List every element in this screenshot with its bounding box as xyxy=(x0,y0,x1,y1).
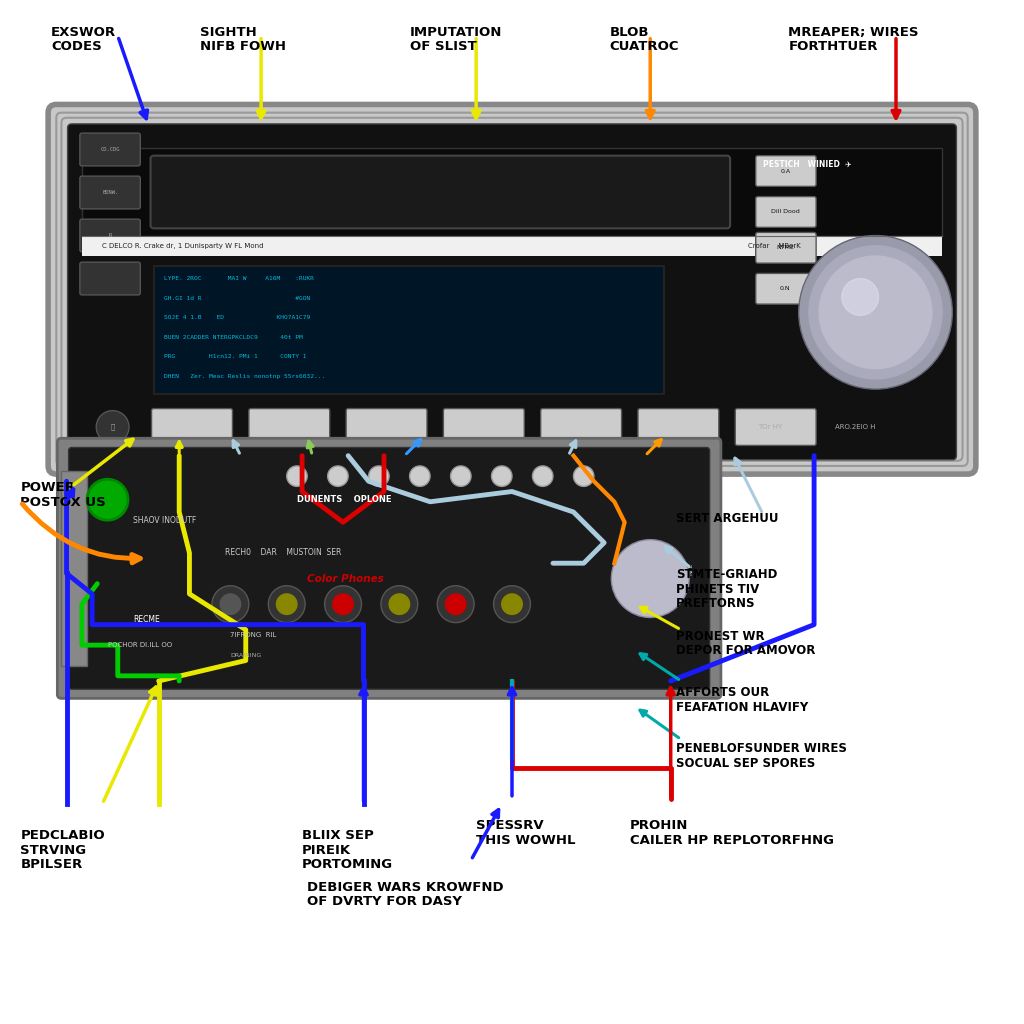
Circle shape xyxy=(573,466,594,486)
Circle shape xyxy=(502,594,522,614)
FancyBboxPatch shape xyxy=(48,104,976,474)
Text: SERT ARGEHUU: SERT ARGEHUU xyxy=(676,512,778,525)
Text: 7IFRONG  RIL: 7IFRONG RIL xyxy=(230,632,276,638)
Circle shape xyxy=(451,466,471,486)
Circle shape xyxy=(212,586,249,623)
Text: SPESSRV
THIS WOWHL: SPESSRV THIS WOWHL xyxy=(476,819,575,847)
Text: DHEN   Zer. Meac Reslis nonotnp 55rs6032...: DHEN Zer. Meac Reslis nonotnp 55rs6032..… xyxy=(164,374,325,379)
Circle shape xyxy=(333,594,353,614)
Text: C DELCO R. Crake dr, 1 Dunisparty W FL Mond: C DELCO R. Crake dr, 1 Dunisparty W FL M… xyxy=(102,243,264,249)
FancyBboxPatch shape xyxy=(57,438,721,698)
Text: GH.GI 1d R                         #GON: GH.GI 1d R #GON xyxy=(164,296,310,301)
Circle shape xyxy=(799,236,952,389)
Text: NTME: NTME xyxy=(776,246,795,250)
Circle shape xyxy=(445,594,466,614)
Text: PESTICH   WINIED  ✈: PESTICH WINIED ✈ xyxy=(763,160,851,168)
FancyBboxPatch shape xyxy=(735,409,816,445)
FancyBboxPatch shape xyxy=(756,273,816,304)
FancyBboxPatch shape xyxy=(443,409,524,445)
Text: Color Phones: Color Phones xyxy=(307,573,384,584)
FancyBboxPatch shape xyxy=(80,219,140,252)
Bar xyxy=(154,266,665,394)
Text: RECME: RECME xyxy=(133,615,160,624)
FancyBboxPatch shape xyxy=(80,133,140,166)
Circle shape xyxy=(611,540,689,617)
Bar xyxy=(82,236,942,256)
Text: SOJE 4 1.B    ED              KHO7A1C79: SOJE 4 1.B ED KHO7A1C79 xyxy=(164,315,310,321)
Text: PRONEST WR
DEPOR FOR AMOVOR: PRONEST WR DEPOR FOR AMOVOR xyxy=(676,630,815,657)
Text: CD.CDG: CD.CDG xyxy=(100,147,121,152)
FancyBboxPatch shape xyxy=(756,232,816,263)
Circle shape xyxy=(437,586,474,623)
Circle shape xyxy=(268,586,305,623)
FancyBboxPatch shape xyxy=(68,124,956,460)
Circle shape xyxy=(369,466,389,486)
Text: IMPUTATION
OF SLIST: IMPUTATION OF SLIST xyxy=(410,26,502,53)
Text: ARO.2EIO H: ARO.2EIO H xyxy=(835,424,876,430)
Text: POWER
POSTOX US: POWER POSTOX US xyxy=(20,481,106,509)
Text: BLIIX SEP
PIREIK
PORTOMING: BLIIX SEP PIREIK PORTOMING xyxy=(302,829,393,871)
Text: POCHOR DI.ILL OO: POCHOR DI.ILL OO xyxy=(108,642,172,648)
Circle shape xyxy=(809,246,942,379)
Text: LYPE. 2ROC       MAI W     A16M    :RUKR: LYPE. 2ROC MAI W A16M :RUKR xyxy=(164,276,313,282)
Text: NIIE: NIIE xyxy=(689,562,693,574)
Text: BUEN 2CADDER NTERGPKCLDC9      40t PM: BUEN 2CADDER NTERGPKCLDC9 40t PM xyxy=(164,335,302,340)
Text: BLOB
CUATROC: BLOB CUATROC xyxy=(609,26,679,53)
FancyBboxPatch shape xyxy=(638,409,719,445)
Text: PROHIN
CAILER HP REPLOTORFHNG: PROHIN CAILER HP REPLOTORFHNG xyxy=(630,819,834,847)
FancyBboxPatch shape xyxy=(346,409,427,445)
FancyBboxPatch shape xyxy=(80,262,140,295)
Text: DEBIGER WARS KROWFND
OF DVRTY FOR DASY: DEBIGER WARS KROWFND OF DVRTY FOR DASY xyxy=(307,881,504,908)
Circle shape xyxy=(492,466,512,486)
FancyBboxPatch shape xyxy=(152,409,232,445)
Circle shape xyxy=(494,586,530,623)
Circle shape xyxy=(328,466,348,486)
Circle shape xyxy=(220,594,241,614)
Circle shape xyxy=(532,466,553,486)
FancyBboxPatch shape xyxy=(756,156,816,186)
Text: Crofar    MBorK: Crofar MBorK xyxy=(748,243,801,249)
Circle shape xyxy=(842,279,879,315)
Text: 0.A: 0.A xyxy=(780,169,791,173)
Text: EXSWOR
CODES: EXSWOR CODES xyxy=(51,26,117,53)
Text: DUNENTS    OPLONE: DUNENTS OPLONE xyxy=(297,496,391,504)
Circle shape xyxy=(819,256,932,369)
FancyBboxPatch shape xyxy=(541,409,622,445)
Text: PRG         H1cn12. PMi 1      CONTY 1: PRG H1cn12. PMi 1 CONTY 1 xyxy=(164,354,306,359)
Text: BONW.: BONW. xyxy=(102,190,119,195)
Circle shape xyxy=(96,411,129,443)
FancyBboxPatch shape xyxy=(69,447,710,689)
Text: Dill Dood: Dill Dood xyxy=(771,210,800,214)
Text: R: R xyxy=(109,233,113,238)
Text: PENEBLOFSUNDER WIRES
SOCUAL SEP SPORES: PENEBLOFSUNDER WIRES SOCUAL SEP SPORES xyxy=(676,742,847,770)
Circle shape xyxy=(325,586,361,623)
Text: STMTE-GRIAHD
PHINETS TIV
PREFTORNS: STMTE-GRIAHD PHINETS TIV PREFTORNS xyxy=(676,568,777,610)
FancyBboxPatch shape xyxy=(756,197,816,227)
Circle shape xyxy=(287,466,307,486)
Text: MREAPER; WIRES
FORTHTUER: MREAPER; WIRES FORTHTUER xyxy=(788,26,919,53)
Circle shape xyxy=(381,586,418,623)
FancyBboxPatch shape xyxy=(151,156,730,228)
Text: TOr HY: TOr HY xyxy=(758,424,782,430)
FancyBboxPatch shape xyxy=(80,176,140,209)
Text: ⏱: ⏱ xyxy=(111,424,115,430)
Text: RECH0    DAR    MUSTOIN  SER: RECH0 DAR MUSTOIN SER xyxy=(225,549,342,557)
Text: PEDCLABIO
STRVING
BPILSER: PEDCLABIO STRVING BPILSER xyxy=(20,829,105,871)
Circle shape xyxy=(389,594,410,614)
Text: AFFORTS OUR
FEAFATION HLAVIFY: AFFORTS OUR FEAFATION HLAVIFY xyxy=(676,686,808,714)
FancyBboxPatch shape xyxy=(249,409,330,445)
Circle shape xyxy=(276,594,297,614)
Circle shape xyxy=(87,479,128,520)
Text: 0.N: 0.N xyxy=(780,287,791,291)
Text: DRAINING: DRAINING xyxy=(230,653,262,657)
Text: SIGHTH
NIFB FOWH: SIGHTH NIFB FOWH xyxy=(200,26,286,53)
Circle shape xyxy=(410,466,430,486)
Bar xyxy=(61,471,87,666)
Bar xyxy=(82,148,942,236)
Text: SHAOV INODUTF: SHAOV INODUTF xyxy=(133,516,197,524)
